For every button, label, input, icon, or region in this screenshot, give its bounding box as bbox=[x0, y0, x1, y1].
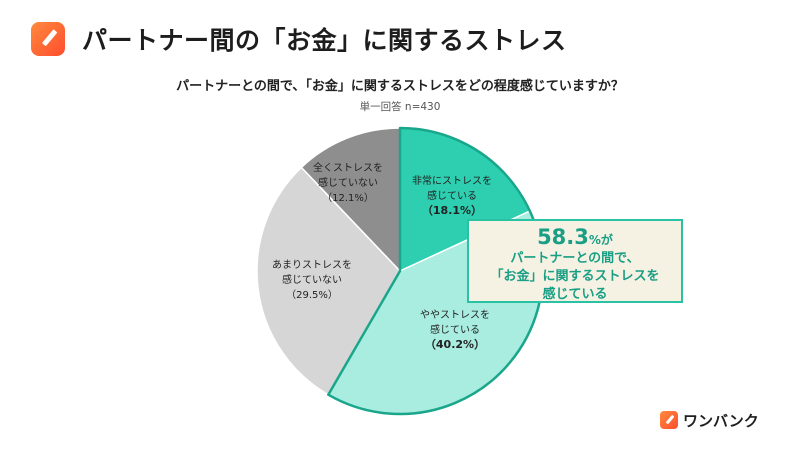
pencil-app-icon bbox=[660, 411, 678, 429]
chart-subtitle: 単一回答 n=430 bbox=[359, 101, 441, 113]
page-title: パートナー間の「お金」に関するストレス bbox=[82, 26, 567, 55]
callout-line-2: 「お金」に関するストレスを bbox=[490, 269, 660, 284]
slice-text-3: 全くストレスを bbox=[313, 161, 383, 174]
slice-percent-1: （40.2%） bbox=[425, 338, 485, 351]
slice-text-3: 感じていない bbox=[318, 176, 378, 189]
pie-slice-3 bbox=[300, 127, 401, 273]
highlight-outline bbox=[327, 126, 545, 416]
slice-text-0: 非常にストレスを bbox=[412, 174, 492, 187]
slice-percent-3: （12.1%） bbox=[322, 192, 374, 204]
chart-title: パートナーとの間で、「お金」に関するストレスをどの程度感じていますか？ bbox=[176, 79, 624, 94]
pencil-app-icon bbox=[31, 22, 65, 56]
callout-value: 58.3 bbox=[537, 225, 589, 249]
callout-unit: %が bbox=[588, 233, 613, 247]
summary-callout: 58.3%が パートナーとの間で、 「お金」に関するストレスを 感じている bbox=[467, 219, 683, 303]
callout-line-1: パートナーとの間で、 bbox=[510, 251, 640, 266]
slice-text-1: 感じている bbox=[430, 323, 480, 336]
slice-text-1: ややストレスを bbox=[420, 309, 490, 321]
slice-text-2: 感じていない bbox=[282, 273, 342, 286]
brand-name: ワンバンク bbox=[683, 412, 759, 430]
slice-text-2: あまりストレスを bbox=[272, 259, 352, 271]
pie-slice-2 bbox=[256, 166, 401, 396]
slice-percent-2: （29.5%） bbox=[286, 289, 338, 301]
slice-text-0: 感じている bbox=[427, 189, 477, 202]
callout-line-3: 感じている bbox=[542, 287, 608, 302]
slice-percent-0: （18.1%） bbox=[422, 204, 482, 217]
